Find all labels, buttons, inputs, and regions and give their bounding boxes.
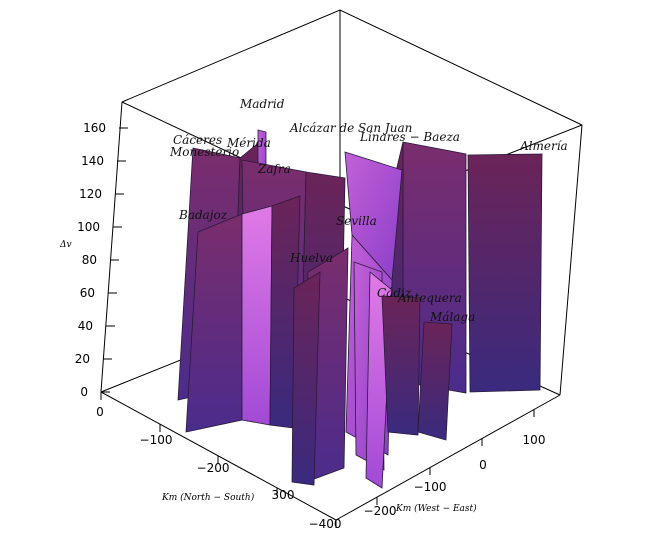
y-tick-100: 100 <box>523 433 546 447</box>
x-tick-400: −400 <box>309 517 342 531</box>
z-tick-60: 60 <box>80 286 95 300</box>
label-sevilla: Sevilla <box>336 214 377 228</box>
z-axis: 0 20 40 60 80 100 120 140 160 Δv <box>59 121 128 399</box>
label-malaga: Málaga <box>429 310 475 324</box>
z-tick-140: 140 <box>81 154 104 168</box>
x-tick-0: 0 <box>96 405 104 419</box>
x-tick-300: 300 <box>272 488 295 502</box>
label-alcazar: Alcázar de San Juan <box>289 121 412 135</box>
y-tick-0: 0 <box>479 458 487 472</box>
label-madrid: Madrid <box>239 97 285 111</box>
y-axis: −200 −100 0 100 Km (West − East) <box>364 409 546 518</box>
label-linares: Linares − Baeza <box>359 130 460 144</box>
x-axis-label: Km (North − South) <box>161 492 255 503</box>
panel-antequera <box>381 295 421 436</box>
label-cadiz: Cádiz <box>377 286 412 300</box>
z-tick-40: 40 <box>78 319 93 333</box>
y-tick-neg200: −200 <box>364 504 397 518</box>
z-axis-label: Δv <box>59 240 72 250</box>
label-caceres: Cáceres <box>173 133 222 147</box>
z-tick-80: 80 <box>82 253 97 267</box>
panel-huelva-front <box>291 271 321 486</box>
z-tick-20: 20 <box>75 352 90 366</box>
panel-almeria <box>467 153 543 393</box>
panel-malaga <box>417 321 453 441</box>
y-axis-label: Km (West − East) <box>395 503 477 514</box>
panel-badajoz-side <box>241 205 273 426</box>
z-tick-0: 0 <box>80 385 88 399</box>
z-tick-160: 160 <box>83 121 106 135</box>
y-tick-neg100: −100 <box>414 480 447 494</box>
surface-panels <box>177 129 543 489</box>
x-tick-100: −100 <box>140 433 173 447</box>
label-zafra: Zafra <box>257 162 291 176</box>
label-monesterio: Monesterio <box>169 145 239 159</box>
label-almeria: Almería <box>519 139 568 153</box>
z-tick-100: 100 <box>77 220 100 234</box>
label-antequera: Antequera <box>397 291 462 305</box>
label-huelva: Huelva <box>289 251 333 265</box>
city-labels: Madrid Cáceres Monesterio Mérida Zafra B… <box>169 97 568 324</box>
x-tick-200: −200 <box>197 461 230 475</box>
x-axis: 0 −100 −200 300 −400 Km (North − South) <box>96 392 341 531</box>
label-merida: Mérida <box>226 136 271 150</box>
label-badajoz: Badajoz <box>178 208 228 222</box>
z-tick-120: 120 <box>79 187 102 201</box>
